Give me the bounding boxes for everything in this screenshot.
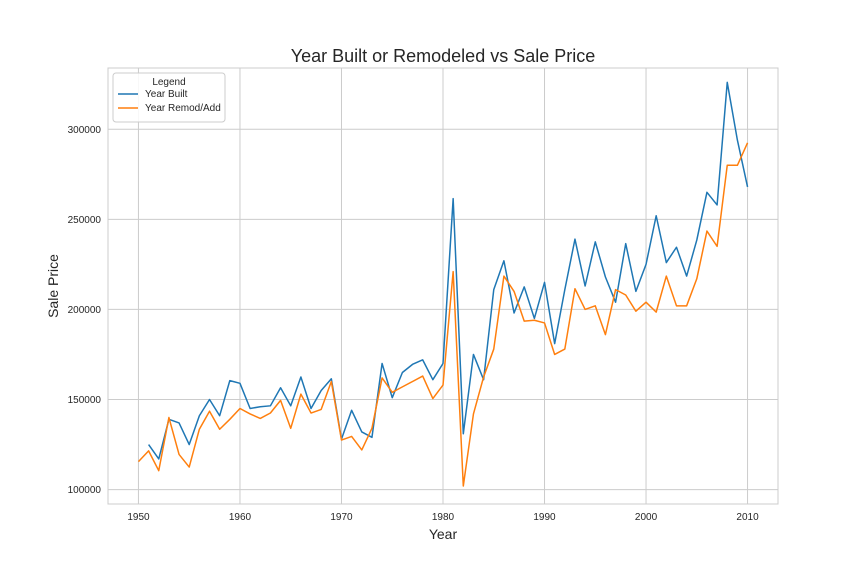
legend-item-year-remod: Year Remod/Add <box>118 103 221 114</box>
y-tick-label: 200000 <box>68 305 102 316</box>
legend-label: Year Remod/Add <box>145 103 221 114</box>
tick-labels: 1950 1960 1970 1980 1990 2000 2010 100000 150000… <box>68 125 759 523</box>
y-tick-label: 100000 <box>68 485 102 496</box>
year-remod-line <box>137 142 749 487</box>
chart-title: Year Built or Remodeled vs Sale Price <box>291 46 596 66</box>
x-tick-label: 2000 <box>635 512 658 523</box>
gridlines <box>108 68 778 504</box>
x-tick-label: 1980 <box>432 512 455 523</box>
year-built-line <box>147 81 749 460</box>
legend-box <box>112 72 226 123</box>
x-tick-label: 2010 <box>736 512 759 523</box>
plot-area: 1950 1960 1970 1980 1990 2000 2010 100000 150000… <box>68 67 779 523</box>
y-tick-label: 300000 <box>68 125 102 136</box>
legend-label: Year Built <box>145 89 188 100</box>
series-lines <box>137 81 749 487</box>
x-tick-label: 1990 <box>533 512 556 523</box>
legend-item-year-built: Year Built <box>118 89 188 100</box>
legend-title: Legend <box>152 77 185 88</box>
y-tick-label: 150000 <box>68 395 102 406</box>
x-tick-label: 1960 <box>229 512 252 523</box>
y-axis-title: Sale Price <box>45 254 61 318</box>
x-tick-label: 1950 <box>127 512 150 523</box>
legend-items: Year Built Year Remod/Add <box>118 89 221 114</box>
legend: Legend Year Built Year Remod/Add <box>112 72 226 123</box>
x-tick-label: 1970 <box>330 512 353 523</box>
x-axis-title: Year <box>429 526 458 542</box>
y-tick-label: 250000 <box>68 215 102 226</box>
